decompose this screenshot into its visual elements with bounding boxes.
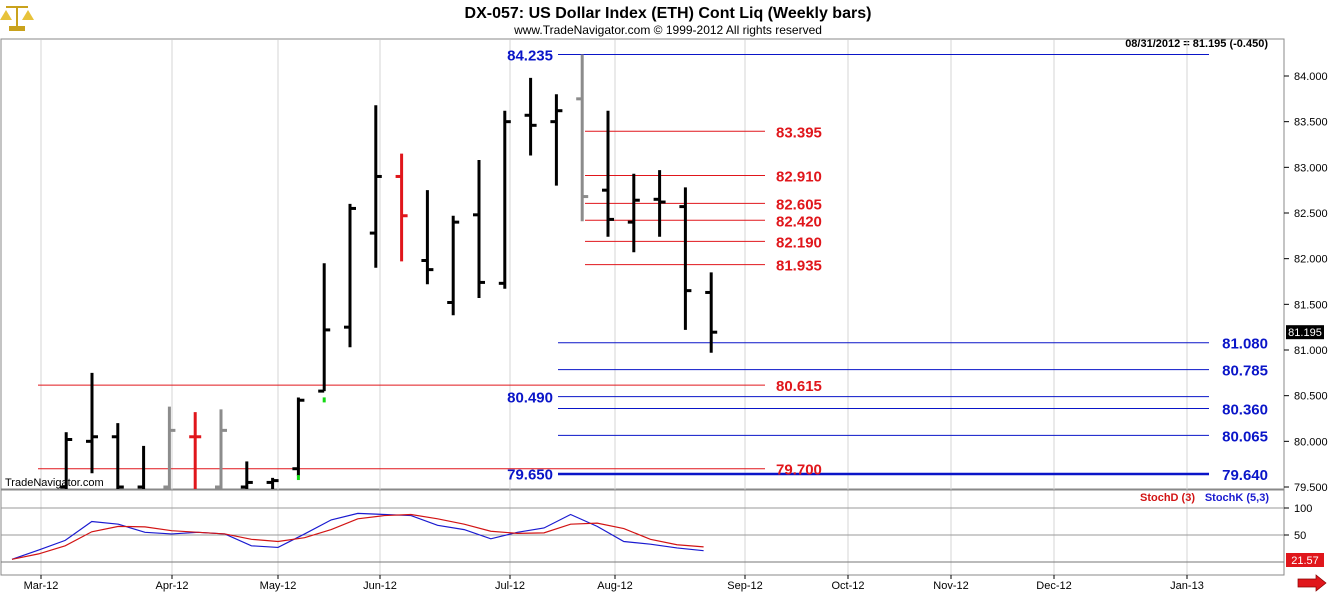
level-label: 80.615 [776, 378, 822, 395]
ytick-label: 80.000 [1294, 436, 1328, 448]
xtick-label: Aug-12 [597, 580, 632, 592]
vertical-gridlines [40, 40, 1188, 575]
ohlc-bar [60, 432, 73, 489]
level-label: 80.490 [507, 390, 553, 407]
ohlc-bar [550, 94, 563, 186]
signal-marker [296, 475, 300, 481]
ohlc-bar [524, 77, 537, 156]
ohlc-bar [602, 110, 614, 237]
level-label: 79.650 [507, 466, 553, 483]
stoch-k-line [11, 512, 704, 560]
ohlc-bar [292, 397, 305, 477]
ohlc-bar [395, 153, 408, 262]
xtick-label: Nov-12 [933, 580, 968, 592]
ytick-label: 82.500 [1294, 208, 1328, 220]
ohlc-bar [240, 461, 253, 489]
level-label: 80.360 [1222, 401, 1268, 418]
price-tag: 81.195 [1286, 325, 1324, 340]
price-bars [60, 54, 718, 489]
ohlc-bar [653, 170, 666, 237]
ohlc-bar [137, 445, 146, 489]
ytick-label: 83.500 [1294, 117, 1328, 129]
watermark-text: TradeNavigator.com [5, 477, 104, 489]
right-arrow-icon[interactable] [1297, 574, 1327, 592]
ohlc-bar [679, 187, 692, 330]
ohlc-bar [344, 203, 356, 348]
signal-marker [322, 397, 326, 403]
level-label: 81.935 [776, 258, 822, 275]
stoch-d-line [11, 513, 704, 560]
ohlc-bar [266, 477, 279, 489]
price-panel-frame [0, 38, 1285, 490]
level-label: 84.235 [507, 48, 553, 65]
ytick-label: 81.000 [1294, 345, 1328, 357]
stoch-k-legend: StochK (5,3) [1205, 492, 1270, 504]
ohlc-bar [627, 173, 640, 253]
level-label: 80.785 [1222, 363, 1268, 380]
xtick-label: Dec-12 [1036, 580, 1071, 592]
level-label: 83.395 [776, 124, 822, 141]
ytick-label: 84.000 [1294, 71, 1328, 83]
ohlc-bar [215, 409, 227, 489]
chart-title: DX-057: US Dollar Index (ETH) Cont Liq (… [465, 5, 872, 22]
ohlc-bar [447, 215, 460, 316]
ohlc-bar [86, 372, 98, 474]
ohlc-bar [163, 406, 176, 489]
ohlc-bar [189, 412, 202, 489]
ohlc-bar [498, 110, 511, 289]
xtick-label: Apr-12 [155, 580, 188, 592]
stoch-tick-label: 50 [1294, 530, 1306, 542]
price-axis: 84.000 83.500 83.000 82.500 82.000 81.500 81.0… [1284, 71, 1328, 494]
level-label: 82.190 [776, 234, 822, 251]
level-label: 81.080 [1222, 336, 1268, 353]
time-axis: Mar-12 Apr-12 May-12 Jun-12 Jul-12 Aug-12 Sep-… [24, 575, 1204, 592]
xtick-label: May-12 [260, 580, 297, 592]
copyright-text: www.TradeNavigator.com © 1999-2012 All r… [513, 23, 822, 37]
ytick-label: 81.500 [1294, 299, 1328, 311]
ytick-label: 79.500 [1294, 482, 1328, 494]
ohlc-bar [421, 190, 434, 285]
stoch-lines [11, 512, 704, 560]
xtick-label: Sep-12 [727, 580, 762, 592]
ytick-label: 80.500 [1294, 391, 1328, 403]
level-label: 82.420 [776, 213, 822, 230]
ohlc-bar [473, 160, 485, 298]
level-label: 80.065 [1222, 428, 1268, 445]
xtick-label: Jun-12 [363, 580, 397, 592]
stoch-panel-frame [0, 489, 1285, 576]
last-price-info: 08/31/2012 = 81.195 (-0.450) [1125, 38, 1268, 50]
logo-icon [0, 6, 34, 31]
ytick-label: 83.000 [1294, 162, 1328, 174]
ohlc-bar [576, 54, 589, 222]
level-label: 82.605 [776, 196, 822, 213]
stoch-tick-label: 100 [1294, 503, 1312, 515]
stoch-tag: 21.57 [1286, 553, 1324, 567]
ohlc-bar [705, 272, 718, 353]
xtick-label: Oct-12 [831, 580, 864, 592]
ohlc-bar [369, 105, 382, 268]
ytick-label: 82.000 [1294, 254, 1328, 266]
xtick-label: Jan-13 [1170, 580, 1204, 592]
xtick-label: Jul-12 [495, 580, 525, 592]
level-label: 79.640 [1222, 467, 1268, 484]
ohlc-bar [111, 423, 124, 489]
stoch-tag-text: 21.57 [1291, 555, 1319, 567]
level-label: 82.910 [776, 169, 822, 186]
stoch-d-legend: StochD (3) [1140, 492, 1195, 504]
level-label: 79.700 [776, 462, 822, 479]
ohlc-bar [318, 263, 331, 393]
xtick-label: Mar-12 [24, 580, 59, 592]
level-lines [38, 54, 1209, 476]
price-tag-text: 81.195 [1288, 327, 1322, 339]
stoch-grid: 100 50 [1, 503, 1312, 563]
